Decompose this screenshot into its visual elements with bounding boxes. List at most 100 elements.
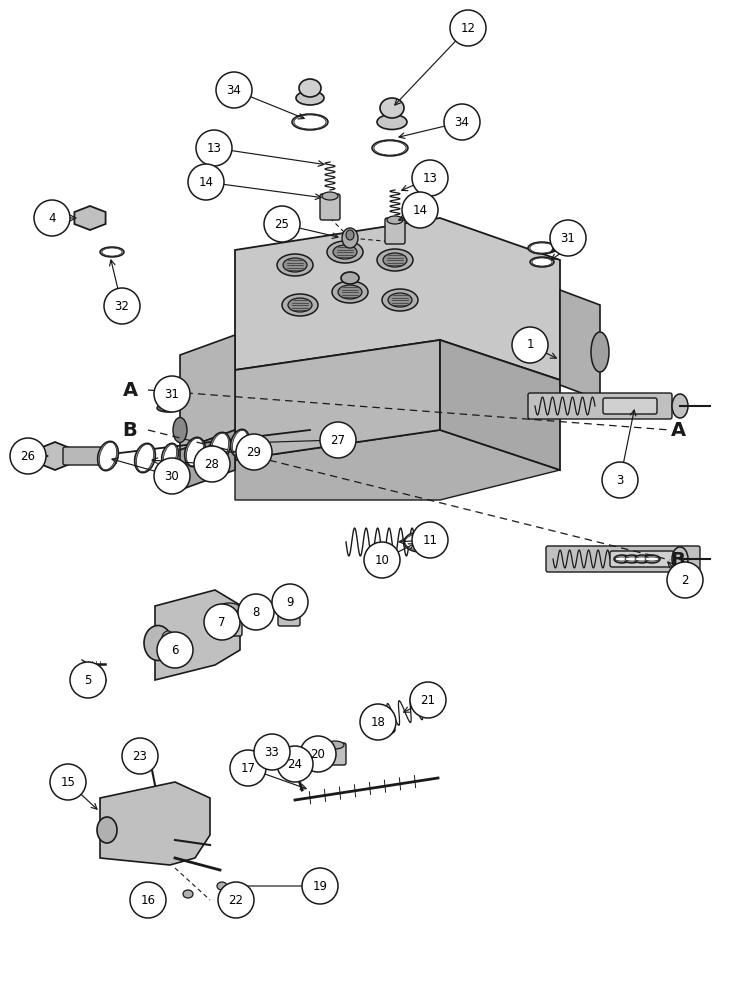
Text: 24: 24 — [288, 758, 303, 770]
Ellipse shape — [186, 438, 204, 466]
Circle shape — [154, 376, 190, 412]
FancyBboxPatch shape — [324, 743, 346, 765]
FancyBboxPatch shape — [528, 393, 672, 419]
Polygon shape — [38, 442, 73, 470]
Ellipse shape — [380, 98, 404, 118]
Ellipse shape — [624, 555, 640, 563]
Ellipse shape — [102, 248, 122, 256]
Polygon shape — [235, 430, 560, 500]
Circle shape — [667, 562, 703, 598]
Circle shape — [130, 882, 166, 918]
Ellipse shape — [283, 258, 307, 272]
Circle shape — [300, 736, 336, 772]
Polygon shape — [155, 590, 240, 680]
Polygon shape — [560, 290, 600, 400]
Text: A: A — [122, 380, 138, 399]
Ellipse shape — [299, 79, 321, 97]
Text: 4: 4 — [48, 212, 56, 225]
Ellipse shape — [159, 405, 177, 411]
FancyBboxPatch shape — [278, 604, 300, 626]
Ellipse shape — [672, 547, 688, 571]
Ellipse shape — [277, 254, 313, 276]
Circle shape — [302, 868, 338, 904]
Text: 29: 29 — [246, 446, 261, 458]
FancyBboxPatch shape — [320, 194, 340, 220]
Circle shape — [122, 738, 158, 774]
Text: 28: 28 — [204, 458, 220, 471]
Ellipse shape — [615, 557, 629, 561]
Text: 5: 5 — [84, 674, 92, 686]
Ellipse shape — [322, 192, 338, 200]
Ellipse shape — [333, 245, 357, 259]
Ellipse shape — [162, 631, 174, 645]
Ellipse shape — [294, 115, 326, 129]
Text: 33: 33 — [265, 746, 280, 758]
Circle shape — [264, 206, 300, 242]
Ellipse shape — [212, 433, 229, 461]
Circle shape — [154, 458, 190, 494]
Ellipse shape — [161, 443, 178, 469]
Ellipse shape — [326, 741, 344, 749]
Ellipse shape — [346, 230, 354, 240]
Ellipse shape — [634, 555, 650, 563]
Circle shape — [272, 584, 308, 620]
Ellipse shape — [231, 429, 249, 457]
Ellipse shape — [97, 817, 117, 843]
Ellipse shape — [144, 626, 172, 660]
Circle shape — [512, 327, 548, 363]
Text: 3: 3 — [616, 474, 624, 487]
Text: 21: 21 — [420, 694, 436, 706]
Ellipse shape — [183, 890, 193, 898]
Circle shape — [360, 704, 396, 740]
Circle shape — [412, 160, 448, 196]
Text: 31: 31 — [164, 387, 179, 400]
FancyBboxPatch shape — [63, 447, 107, 465]
Ellipse shape — [292, 114, 328, 130]
Ellipse shape — [405, 534, 435, 550]
Ellipse shape — [377, 249, 413, 271]
Ellipse shape — [342, 228, 358, 248]
Text: 2: 2 — [682, 574, 689, 586]
Ellipse shape — [625, 557, 639, 561]
Ellipse shape — [530, 243, 554, 253]
Circle shape — [238, 594, 274, 630]
Ellipse shape — [296, 91, 324, 105]
Ellipse shape — [158, 391, 178, 399]
Text: 15: 15 — [61, 776, 75, 788]
Ellipse shape — [100, 247, 124, 257]
Circle shape — [320, 422, 356, 458]
FancyBboxPatch shape — [610, 551, 674, 567]
FancyBboxPatch shape — [385, 218, 405, 244]
Ellipse shape — [157, 404, 179, 412]
Text: 23: 23 — [132, 750, 147, 762]
Text: 14: 14 — [198, 176, 214, 188]
Ellipse shape — [332, 281, 368, 303]
Text: 32: 32 — [115, 300, 130, 312]
Text: 1: 1 — [526, 338, 534, 352]
Circle shape — [410, 682, 446, 718]
Circle shape — [277, 746, 313, 782]
Ellipse shape — [248, 610, 268, 618]
Circle shape — [450, 10, 486, 46]
Ellipse shape — [232, 430, 248, 456]
Ellipse shape — [98, 441, 118, 471]
Ellipse shape — [156, 390, 180, 400]
FancyBboxPatch shape — [546, 546, 700, 572]
Ellipse shape — [645, 557, 659, 561]
Ellipse shape — [246, 609, 270, 619]
Text: A: A — [670, 420, 685, 440]
Ellipse shape — [143, 755, 157, 765]
Ellipse shape — [341, 272, 359, 284]
Circle shape — [230, 750, 266, 786]
Text: 6: 6 — [171, 644, 179, 656]
Circle shape — [236, 434, 272, 470]
Ellipse shape — [371, 725, 395, 735]
Circle shape — [10, 438, 46, 474]
Circle shape — [364, 542, 400, 578]
Circle shape — [70, 662, 106, 698]
Text: 7: 7 — [218, 615, 226, 629]
Text: 8: 8 — [252, 605, 260, 618]
Text: 18: 18 — [371, 716, 386, 728]
Ellipse shape — [373, 726, 393, 734]
Text: 13: 13 — [423, 172, 437, 184]
